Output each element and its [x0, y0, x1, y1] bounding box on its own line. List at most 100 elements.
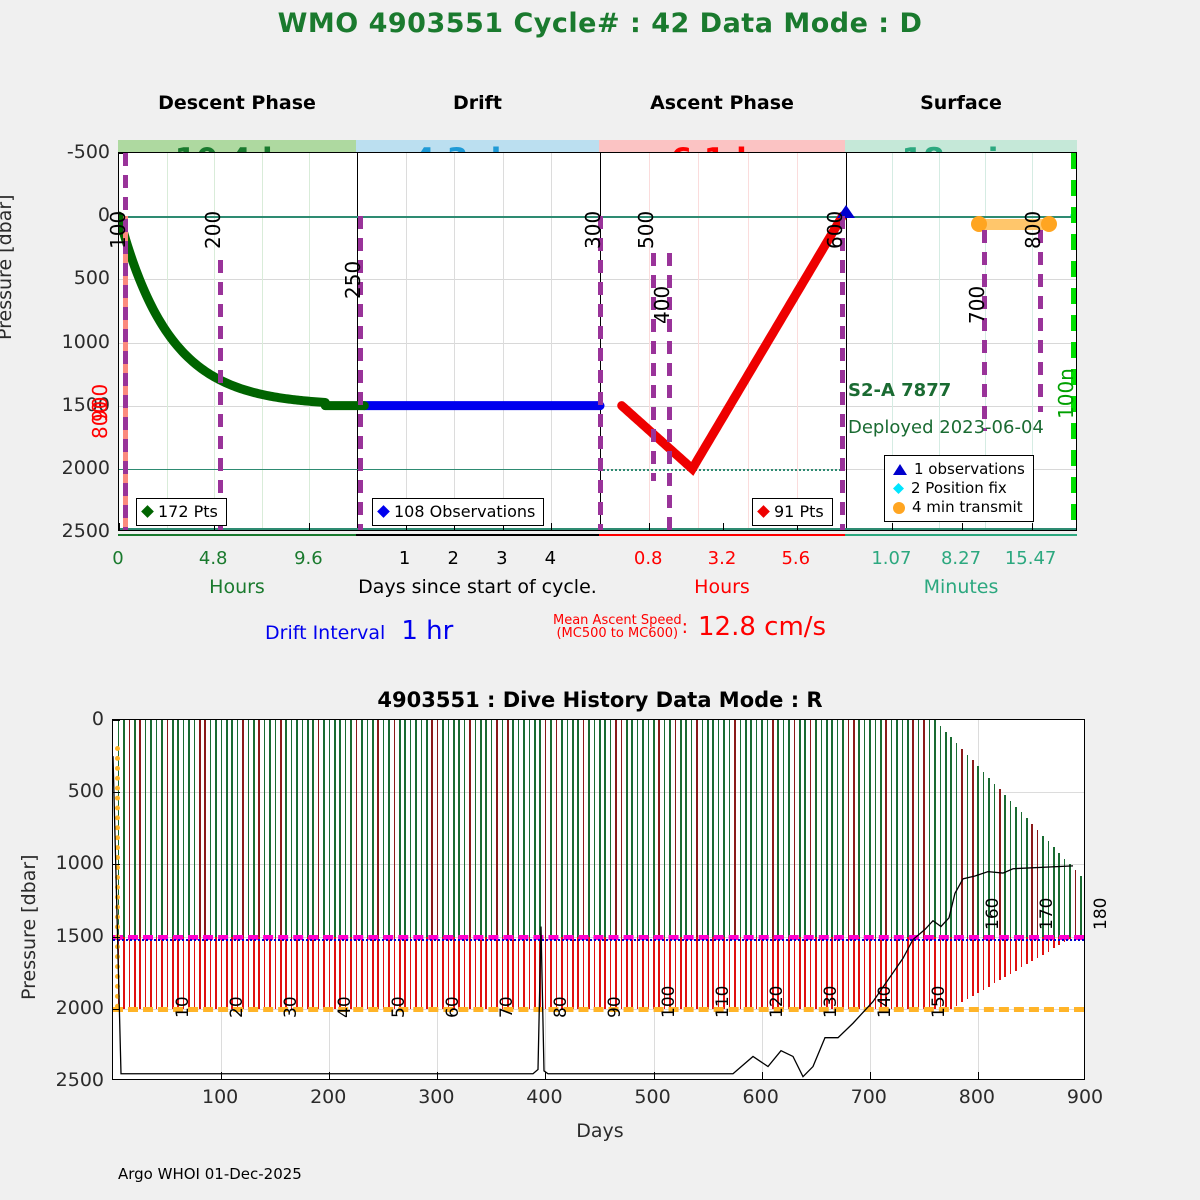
legend-label-1: 108 Observations	[394, 502, 536, 521]
hist-descent-bar	[636, 720, 639, 937]
cycle-label-150: 150	[929, 985, 950, 1018]
hist-descent-bar	[712, 720, 715, 937]
hist-profile-bar	[901, 936, 904, 1009]
top-ytick-0: 0	[97, 204, 110, 227]
hist-profile-bar	[366, 936, 369, 1009]
mc-label-800: 800	[1021, 210, 1045, 249]
hist-profile-bar	[728, 936, 731, 1009]
hist-profile-bar	[934, 936, 936, 1009]
hist-gridline-h	[113, 864, 1084, 866]
hist-profile-bar	[555, 936, 558, 1009]
hist-descent-bar	[674, 720, 677, 937]
hist-profile-bar	[869, 936, 871, 1009]
hist-profile-bar	[188, 936, 190, 1009]
hist-descent-bar	[566, 720, 569, 937]
drift-interval-label: Drift Interval	[265, 622, 386, 644]
hist-profile-bar	[609, 936, 612, 1009]
top-ytick-2000: 2000	[61, 456, 110, 479]
hist-profile-bar	[425, 936, 428, 1009]
hist-descent-bar	[161, 720, 163, 937]
top-ytick-500: 500	[73, 267, 110, 290]
hist-descent-bar	[393, 720, 396, 937]
hist-descent-bar	[1047, 841, 1050, 937]
hist-profile-bar	[842, 936, 844, 1009]
hist-descent-bar	[447, 720, 450, 937]
hist-descent-bar	[355, 720, 358, 937]
legend-0: 172 Pts	[136, 498, 227, 526]
xtick-0-2: 9.6	[294, 548, 323, 569]
hist-descent-bar	[923, 720, 925, 937]
hist-profile-depth-line	[113, 1006, 1084, 1012]
hist-descent-bar	[874, 720, 877, 937]
hist-xtick-500: 500	[634, 1086, 671, 1108]
hist-descent-bar	[1015, 806, 1017, 937]
gridline-v	[1031, 153, 1033, 530]
hist-descent-bar	[474, 720, 477, 937]
hist-profile-bar	[588, 936, 590, 1009]
speed-colon: :	[681, 616, 688, 638]
hist-descent-bar	[847, 720, 850, 937]
xtick-0-1: 4.8	[198, 548, 228, 569]
float-id-label: S2-A 7877	[848, 380, 952, 401]
hist-descent-bar	[744, 720, 747, 937]
hist-xtick-mark	[437, 1072, 439, 1079]
hist-profile-bar	[269, 936, 271, 1009]
hist-descent-bar	[323, 720, 325, 937]
hist-ytick-mark	[113, 864, 120, 866]
mc-label-700: 700	[965, 285, 989, 324]
hist-profile-bar	[285, 936, 288, 1009]
hist-descent-bar	[977, 766, 979, 937]
hist-chart-ylabel: Pressure [dbar]	[18, 854, 40, 1000]
hist-descent-bar	[128, 720, 131, 937]
xtick-1-3: 4	[544, 548, 557, 569]
hist-descent-bar	[993, 783, 996, 937]
hist-descent-bar	[258, 720, 260, 937]
hist-descent-bar	[901, 720, 904, 937]
hist-descent-bar	[782, 720, 785, 937]
hist-profile-bar	[409, 936, 412, 1009]
xtick-mark	[454, 523, 456, 530]
drift-interval-value: 1 hr	[401, 616, 454, 646]
hist-descent-bar	[501, 720, 504, 937]
legend-label-2: 91 Pts	[774, 502, 824, 521]
xtick-mark	[309, 523, 311, 530]
xaxis-underline-3	[845, 534, 1077, 536]
hist-profile-bar	[361, 936, 363, 1009]
mc-marker-line-700	[982, 230, 987, 431]
hist-profile-bar	[350, 936, 352, 1009]
profile-depth-line	[600, 468, 844, 471]
descent-plateau	[320, 401, 369, 411]
mc-label-200: 200	[201, 210, 225, 249]
hist-profile-bar	[923, 936, 925, 1009]
hist-profile-bar	[577, 936, 579, 1009]
hist-descent-bar	[496, 720, 498, 937]
hist-descent-bar	[944, 731, 947, 937]
xaxis-underline-0	[118, 534, 356, 536]
triangle-icon	[893, 464, 907, 475]
hist-profile-bar	[788, 936, 790, 1009]
hist-descent-bar	[1025, 818, 1028, 937]
hist-descent-bar	[685, 720, 688, 937]
gridline-v	[551, 153, 553, 530]
hist-profile-bar	[355, 936, 358, 1009]
hist-descent-bar	[307, 720, 309, 937]
hist-profile-bar	[755, 936, 758, 1009]
hist-profile-bar	[236, 936, 239, 1009]
xtick-mark	[723, 523, 724, 530]
mc-marker-line-500	[651, 252, 656, 482]
hist-descent-bar	[858, 720, 861, 937]
legend-marker-0	[141, 505, 154, 518]
legend-1: 108 Observations	[372, 498, 545, 526]
xtick-1-0: 1	[398, 548, 411, 569]
xtick-mark	[502, 523, 504, 530]
hist-profile-bar	[809, 936, 812, 1009]
hist-ytick-500: 500	[67, 780, 104, 803]
hist-profile-bar	[598, 936, 601, 1009]
cycle-label-80: 80	[550, 996, 571, 1018]
hist-descent-bar	[836, 720, 839, 937]
footer-text: Argo WHOI 01-Dec-2025	[118, 1165, 302, 1183]
hist-descent-bar	[463, 720, 466, 937]
xtick-mark	[892, 523, 894, 530]
hist-profile-bar	[528, 936, 531, 1009]
hist-descent-bar	[761, 720, 763, 937]
